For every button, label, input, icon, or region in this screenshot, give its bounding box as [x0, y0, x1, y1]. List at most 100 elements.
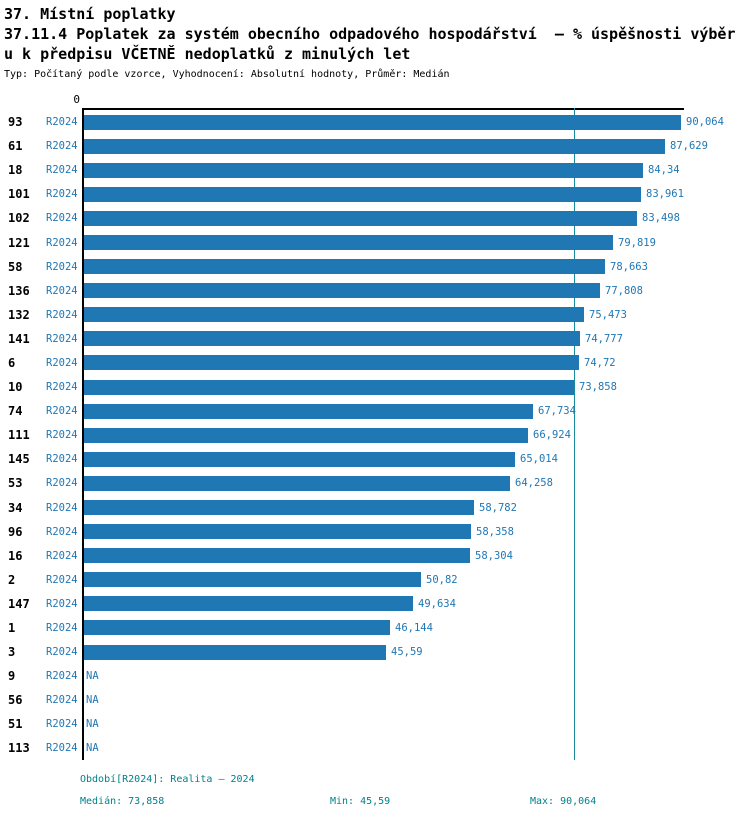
row-period-label: R2024	[46, 646, 78, 659]
chart-row: 145 R2024 65,014	[0, 447, 750, 471]
bar	[84, 500, 474, 515]
footer-median: Medián: 73,858	[80, 796, 165, 807]
bar-value-label: 50,82	[426, 573, 458, 586]
row-id-label: 58	[8, 259, 23, 274]
row-id-label: 2	[8, 572, 16, 587]
bar	[84, 234, 613, 250]
bar-value-label: NA	[86, 670, 99, 683]
row-period-label: R2024	[46, 477, 78, 490]
row-id-label: 145	[8, 452, 30, 467]
chart-row: 16 R2024 58,304	[0, 544, 750, 568]
chart-row: 3 R2024 45,59	[0, 640, 750, 664]
chart-row: 101 R2024 83,961	[0, 182, 750, 206]
bar-value-label: 77,808	[605, 284, 643, 297]
chart-row: 34 R2024 58,782	[0, 496, 750, 520]
row-id-label: 51	[8, 717, 23, 732]
row-period-label: R2024	[46, 284, 78, 297]
row-id-label: 132	[8, 307, 30, 322]
bar	[84, 307, 584, 323]
row-period-label: R2024	[46, 332, 78, 345]
row-period-label: R2024	[46, 429, 78, 442]
chart-row: 9 R2024 NA	[0, 664, 750, 688]
row-id-label: 113	[8, 741, 30, 756]
chart-row: 102 R2024 83,498	[0, 206, 750, 230]
bar-value-label: 64,258	[515, 477, 553, 490]
row-period-label: R2024	[46, 164, 78, 177]
chart-row: 1 R2024 46,144	[0, 616, 750, 640]
row-id-label: 53	[8, 476, 23, 491]
bar-value-label: 75,473	[589, 308, 627, 321]
row-id-label: 61	[8, 139, 23, 154]
row-id-label: 136	[8, 283, 30, 298]
row-id-label: 10	[8, 380, 23, 395]
chart-row: 6 R2024 74,72	[0, 351, 750, 375]
bar	[84, 379, 574, 395]
bar	[84, 355, 579, 371]
bar	[84, 620, 390, 636]
row-id-label: 9	[8, 669, 16, 684]
row-period-label: R2024	[46, 381, 78, 394]
row-period-label: R2024	[46, 308, 78, 321]
indicator-title-line2: u k předpisu VČETNĚ nedoplatků z minulýc…	[4, 45, 411, 63]
footer-max: Max: 90,064	[530, 796, 597, 807]
chart-row: 136 R2024 77,808	[0, 279, 750, 303]
row-period-label: R2024	[46, 718, 78, 731]
bar-value-label: 58,782	[479, 501, 517, 514]
row-period-label: R2024	[46, 260, 78, 273]
row-id-label: 6	[8, 355, 16, 370]
indicator-title-line1: 37.11.4 Poplatek za systém obecního odpa…	[4, 25, 736, 43]
chart-row: 18 R2024 84,34	[0, 158, 750, 182]
chart-row: 58 R2024 78,663	[0, 255, 750, 279]
chart-row: 141 R2024 74,777	[0, 327, 750, 351]
row-id-label: 101	[8, 187, 30, 202]
bar	[84, 572, 421, 588]
chart-row: 113 R2024 NA	[0, 736, 750, 760]
row-id-label: 111	[8, 428, 30, 443]
chart-row: 2 R2024 50,82	[0, 568, 750, 592]
bar-value-label: NA	[86, 694, 99, 707]
bar	[84, 403, 533, 419]
bar-value-label: 58,304	[475, 549, 513, 562]
bar-value-label: 84,34	[648, 164, 680, 177]
footer-period: Období[R2024]: Realita – 2024	[80, 774, 255, 785]
row-period-label: R2024	[46, 525, 78, 538]
bar	[84, 524, 471, 540]
row-id-label: 147	[8, 596, 30, 611]
bar-value-label: 83,961	[646, 188, 684, 201]
row-id-label: 121	[8, 235, 30, 250]
bar-value-label: NA	[86, 718, 99, 731]
row-id-label: 1	[8, 621, 16, 636]
section-title: 37. Místní poplatky	[4, 5, 176, 23]
bar	[84, 644, 386, 660]
bar-value-label: 45,59	[391, 646, 423, 659]
row-id-label: 34	[8, 500, 23, 515]
row-period-label: R2024	[46, 356, 78, 369]
bar	[84, 259, 605, 275]
chart-row: 10 R2024 73,858	[0, 375, 750, 399]
row-period-label: R2024	[46, 116, 78, 129]
row-id-label: 74	[8, 404, 23, 419]
bar-value-label: 66,924	[533, 429, 571, 442]
bar	[84, 210, 637, 226]
bar-value-label: 73,858	[579, 381, 617, 394]
bar	[84, 331, 580, 347]
chart-row: 147 R2024 49,634	[0, 592, 750, 616]
row-period-label: R2024	[46, 501, 78, 514]
row-id-label: 18	[8, 163, 23, 178]
bar-value-label: 67,734	[538, 405, 576, 418]
row-period-label: R2024	[46, 453, 78, 466]
row-period-label: R2024	[46, 742, 78, 755]
bar-value-label: 49,634	[418, 597, 456, 610]
chart-row: 56 R2024 NA	[0, 688, 750, 712]
row-period-label: R2024	[46, 573, 78, 586]
chart-row: 61 R2024 87,629	[0, 134, 750, 158]
chart-rows: 93 R2024 90,064 61 R2024 87,629 18 R2024…	[0, 110, 750, 761]
chart-row: 51 R2024 NA	[0, 712, 750, 736]
report-header: 37. Místní poplatky 37.11.4 Poplatek za …	[4, 4, 750, 82]
bar-value-label: 78,663	[610, 260, 648, 273]
bar	[84, 596, 413, 612]
row-period-label: R2024	[46, 597, 78, 610]
row-id-label: 3	[8, 645, 16, 660]
row-period-label: R2024	[46, 694, 78, 707]
bar-value-label: 46,144	[395, 622, 433, 635]
